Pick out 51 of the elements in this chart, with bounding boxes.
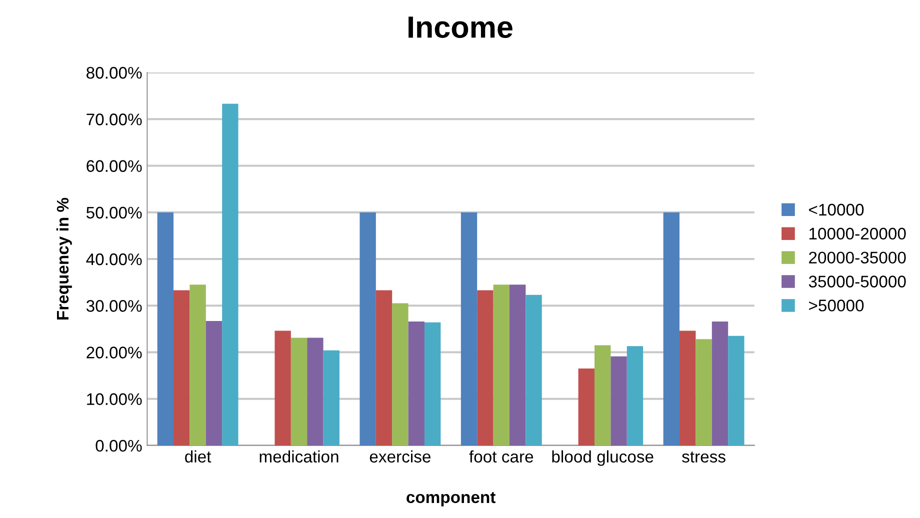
x-tick-label: foot care [469, 450, 534, 463]
bar [663, 212, 680, 446]
bar [360, 212, 376, 446]
x-axis-title: component [406, 492, 496, 506]
bar [392, 303, 408, 446]
bar [424, 322, 441, 446]
bar [408, 321, 424, 446]
legend-label: 20000-35000 [809, 252, 906, 264]
bar [222, 104, 238, 446]
bar [190, 284, 206, 446]
bar [376, 290, 392, 446]
legend-label: >50000 [809, 300, 864, 312]
bar [477, 290, 494, 446]
y-tick-label: 50.00% [86, 206, 142, 219]
bar [578, 368, 595, 446]
x-tick-label: blood glucose [552, 450, 654, 466]
bar [290, 338, 308, 446]
bar [460, 212, 478, 446]
legend-label: <10000 [809, 204, 864, 216]
bar [696, 339, 712, 446]
bar [509, 284, 526, 446]
bar [157, 212, 174, 446]
y-axis-title: Frequency in % [56, 198, 72, 320]
bar [526, 294, 542, 446]
bar [493, 284, 510, 446]
bar [728, 336, 744, 446]
y-tick-label: 60.00% [86, 160, 142, 172]
y-tick-label: 30.00% [86, 300, 142, 312]
bar [610, 356, 627, 446]
bar [206, 321, 222, 446]
bar [323, 350, 340, 446]
y-tick-label: 80.00% [86, 66, 142, 79]
y-tick-label: 10.00% [87, 393, 142, 406]
bar [274, 330, 291, 446]
y-tick-label: 70.00% [86, 114, 142, 126]
legend-label: 10000-20000 [809, 228, 906, 240]
x-tick-label: exercise [370, 450, 430, 463]
bar [680, 330, 696, 446]
bar [174, 290, 190, 446]
legend-label: 35000-50000 [808, 276, 906, 288]
x-tick-label: medication [260, 450, 338, 463]
bar [307, 338, 324, 446]
bar [594, 345, 611, 446]
y-tick-label: 40.00% [86, 253, 142, 266]
bar [626, 346, 644, 446]
x-tick-label: stress [682, 452, 726, 463]
x-tick-label: diet [185, 450, 212, 463]
y-tick-label: 20.00% [86, 346, 142, 358]
bar [712, 321, 728, 446]
chart-title: Income [408, 16, 512, 38]
y-tick-label: 0.00% [96, 440, 142, 452]
